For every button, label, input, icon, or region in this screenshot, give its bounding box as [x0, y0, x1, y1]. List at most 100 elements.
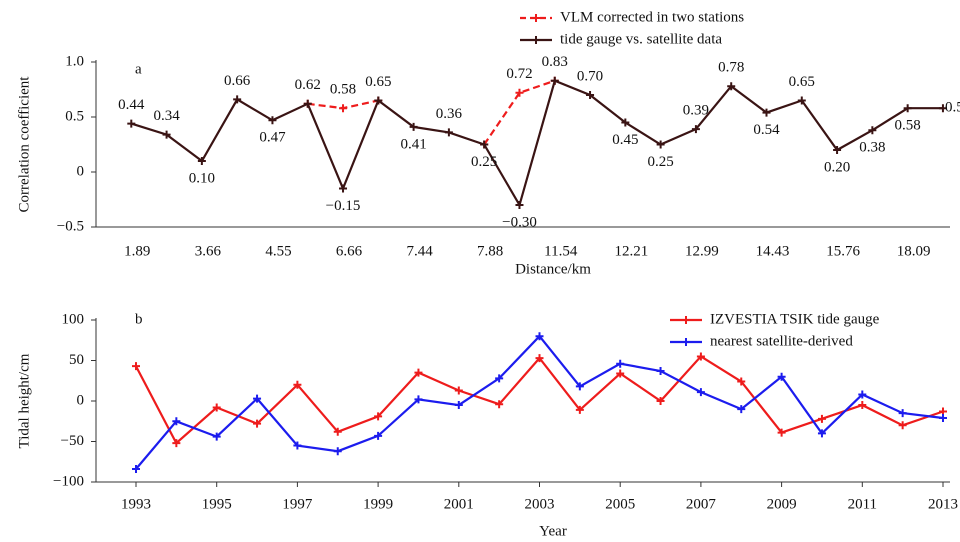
point-marker	[777, 372, 786, 381]
point-marker	[253, 394, 262, 403]
legend-label: VLM corrected in two stations	[560, 9, 744, 25]
data-label: 0.54	[753, 122, 780, 138]
x-tick-label: 15.76	[826, 243, 860, 259]
point-marker	[737, 405, 746, 414]
point-marker	[374, 431, 383, 440]
point-marker	[621, 118, 630, 127]
point-marker	[414, 395, 423, 404]
data-label: 0.83	[542, 54, 568, 70]
point-marker	[858, 401, 867, 410]
point-marker	[293, 441, 302, 450]
point-marker	[268, 116, 277, 125]
point-marker	[691, 125, 700, 134]
x-axis-title: Distance/km	[515, 261, 591, 277]
point-marker	[535, 332, 544, 341]
y-axis-title: Correlation coefficient	[16, 76, 32, 213]
data-label: 0.66	[224, 73, 251, 89]
x-tick-label: 18.09	[897, 243, 931, 259]
point-marker	[233, 95, 242, 104]
legend-marker	[532, 14, 540, 22]
x-tick-label: 12.21	[614, 243, 648, 259]
y-tick-label: 100	[62, 311, 85, 327]
point-marker	[898, 409, 907, 418]
legend-marker	[682, 338, 690, 346]
y-tick-label: −50	[61, 433, 84, 449]
point-marker	[550, 76, 559, 85]
data-label: 0.45	[612, 132, 638, 148]
data-label: 0.44	[118, 97, 145, 113]
legend-marker	[532, 36, 540, 44]
point-marker	[414, 368, 423, 377]
point-marker	[444, 128, 453, 137]
point-marker	[333, 427, 342, 436]
point-marker	[515, 88, 524, 97]
x-tick-label: 12.99	[685, 243, 719, 259]
point-marker	[727, 82, 736, 91]
x-tick-label: 1.89	[124, 243, 150, 259]
y-tick-label: −0.5	[57, 218, 84, 234]
x-tick-label: 7.44	[406, 243, 433, 259]
y-tick-label: 0.5	[65, 108, 84, 124]
point-marker	[868, 126, 877, 135]
x-tick-label: 1995	[202, 496, 232, 512]
point-marker	[616, 369, 625, 378]
y-tick-label: 0	[77, 392, 85, 408]
data-label: 0.10	[189, 170, 215, 186]
point-marker	[454, 386, 463, 395]
point-marker	[696, 388, 705, 397]
point-marker	[495, 400, 504, 409]
point-marker	[833, 146, 842, 154]
point-marker	[575, 382, 584, 391]
point-marker	[616, 359, 625, 368]
y-tick-label: −100	[53, 473, 84, 489]
point-marker	[303, 99, 312, 108]
x-tick-label: 4.55	[265, 243, 291, 259]
point-marker	[293, 380, 302, 389]
point-marker	[656, 397, 665, 405]
x-tick-label: 1993	[121, 496, 151, 512]
series-line	[130, 79, 943, 208]
legend-label: tide gauge vs. satellite data	[560, 31, 722, 47]
point-marker	[480, 140, 489, 149]
point-marker	[374, 412, 383, 421]
point-marker	[212, 403, 221, 412]
data-label: 0.25	[471, 154, 497, 170]
point-marker	[696, 352, 705, 361]
x-tick-label: 2011	[848, 496, 877, 512]
data-label: 0.58	[330, 82, 356, 98]
x-tick-label: 2001	[444, 496, 474, 512]
y-tick-label: 50	[69, 352, 84, 368]
point-marker	[903, 104, 912, 113]
point-marker	[777, 428, 786, 437]
data-label: 0.58	[895, 118, 921, 134]
point-marker	[575, 405, 584, 414]
point-marker	[339, 184, 348, 193]
x-axis-title: Year	[539, 523, 567, 539]
data-label: 0.38	[859, 140, 885, 156]
x-tick-label: 3.66	[195, 243, 222, 259]
point-marker	[127, 119, 136, 128]
data-label: 0.47	[259, 130, 286, 146]
x-tick-label: 2005	[605, 496, 635, 512]
legend-label: nearest satellite-derived	[710, 333, 853, 349]
x-tick-label: 2003	[525, 496, 555, 512]
data-label: 0.20	[824, 159, 850, 175]
point-marker	[858, 390, 867, 399]
point-marker	[333, 447, 342, 456]
y-tick-label: 0	[77, 163, 85, 179]
point-marker	[817, 414, 826, 423]
y-axis-title: Tidal height/cm	[16, 353, 32, 448]
x-tick-label: 1999	[363, 496, 393, 512]
data-label: 0.78	[718, 60, 744, 76]
point-marker	[535, 354, 544, 363]
point-marker	[586, 91, 595, 99]
data-label: 0.70	[577, 68, 603, 84]
x-tick-label: 2007	[686, 496, 717, 512]
point-marker	[132, 465, 140, 474]
x-tick-label: 14.43	[756, 243, 790, 259]
data-label: 0.25	[648, 154, 674, 170]
data-label: 0.36	[436, 106, 463, 122]
point-marker	[162, 130, 171, 139]
data-label: 0.72	[506, 66, 532, 82]
point-marker	[212, 432, 221, 441]
